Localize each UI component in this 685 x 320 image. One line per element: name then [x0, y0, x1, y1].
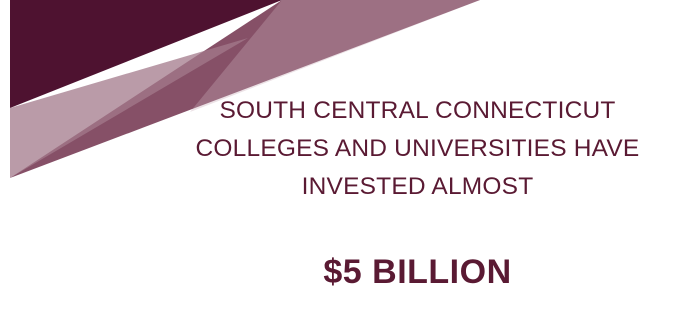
- investment-amount: $5 BILLION: [323, 253, 512, 291]
- banner-shape-pale: [190, 0, 480, 112]
- headline-line-3: INVESTED ALMOST: [301, 173, 534, 200]
- banner-shape-dark: [10, 0, 282, 108]
- headline-line-2: COLLEGES AND UNIVERSITIES HAVE: [195, 135, 640, 162]
- headline-text: SOUTH CENTRAL CONNECTICUT COLLEGES AND U…: [150, 92, 685, 206]
- banner-shape-mid: [10, 0, 480, 178]
- banner-shape-light: [10, 38, 248, 178]
- headline-line-1: SOUTH CENTRAL CONNECTICUT: [219, 97, 616, 124]
